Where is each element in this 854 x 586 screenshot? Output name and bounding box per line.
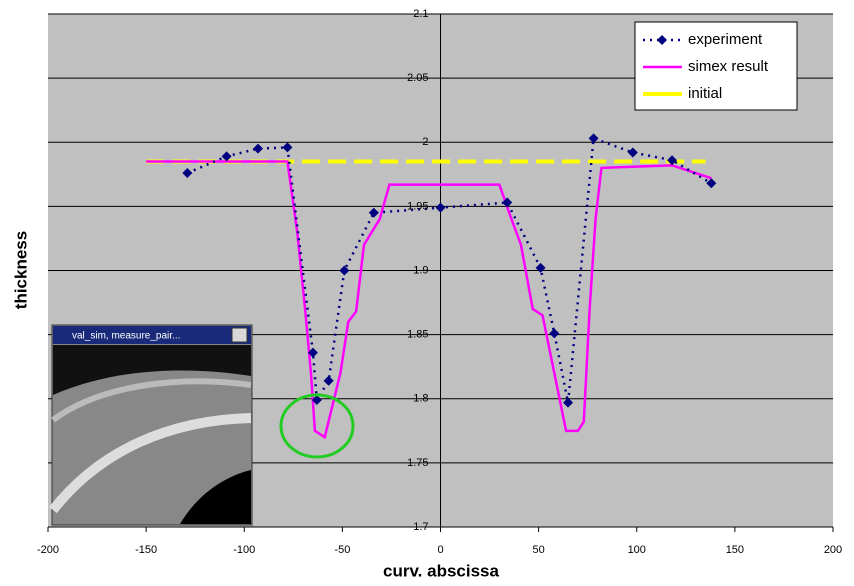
chart: val_sim, measure_pair... experiment simex… — [0, 0, 854, 586]
x-tick-label: 50 — [533, 544, 545, 556]
y-tick-label: 1.8 — [413, 393, 428, 405]
page: {"chart_data": {"type": "line", "x_label… — [0, 0, 854, 586]
x-tick-label: 150 — [726, 544, 744, 556]
inset-title: val_sim, measure_pair... — [72, 331, 180, 342]
inset-close[interactable] — [232, 328, 247, 342]
x-tick-label: 100 — [628, 544, 646, 556]
x-tick-label: 200 — [824, 544, 842, 556]
y-tick-label: 1.75 — [407, 457, 428, 469]
legend-label: initial — [688, 85, 722, 102]
x-tick-label: 0 — [437, 544, 443, 556]
x-tick-label: -100 — [233, 544, 255, 556]
y-tick-label: 1.85 — [407, 329, 428, 341]
legend-label: experiment — [688, 31, 763, 48]
y-tick-label: 2 — [422, 136, 428, 148]
y-tick-label: 1.9 — [413, 264, 428, 276]
y-tick-label: 1.95 — [407, 200, 428, 212]
x-tick-label: -200 — [37, 544, 59, 556]
x-tick-label: -150 — [135, 544, 157, 556]
y-tick-label: 2.1 — [413, 8, 428, 20]
x-tick-label: -50 — [334, 544, 350, 556]
y-tick-label: 1.7 — [413, 521, 428, 533]
y-tick-label: 2.05 — [407, 72, 428, 84]
legend: experiment simex result initial — [635, 22, 797, 110]
legend-label: simex result — [688, 58, 769, 75]
inset-window: val_sim, measure_pair... — [52, 325, 252, 525]
x-axis-label: curv. abscissa — [383, 561, 499, 580]
y-axis-label: thickness — [11, 231, 30, 309]
